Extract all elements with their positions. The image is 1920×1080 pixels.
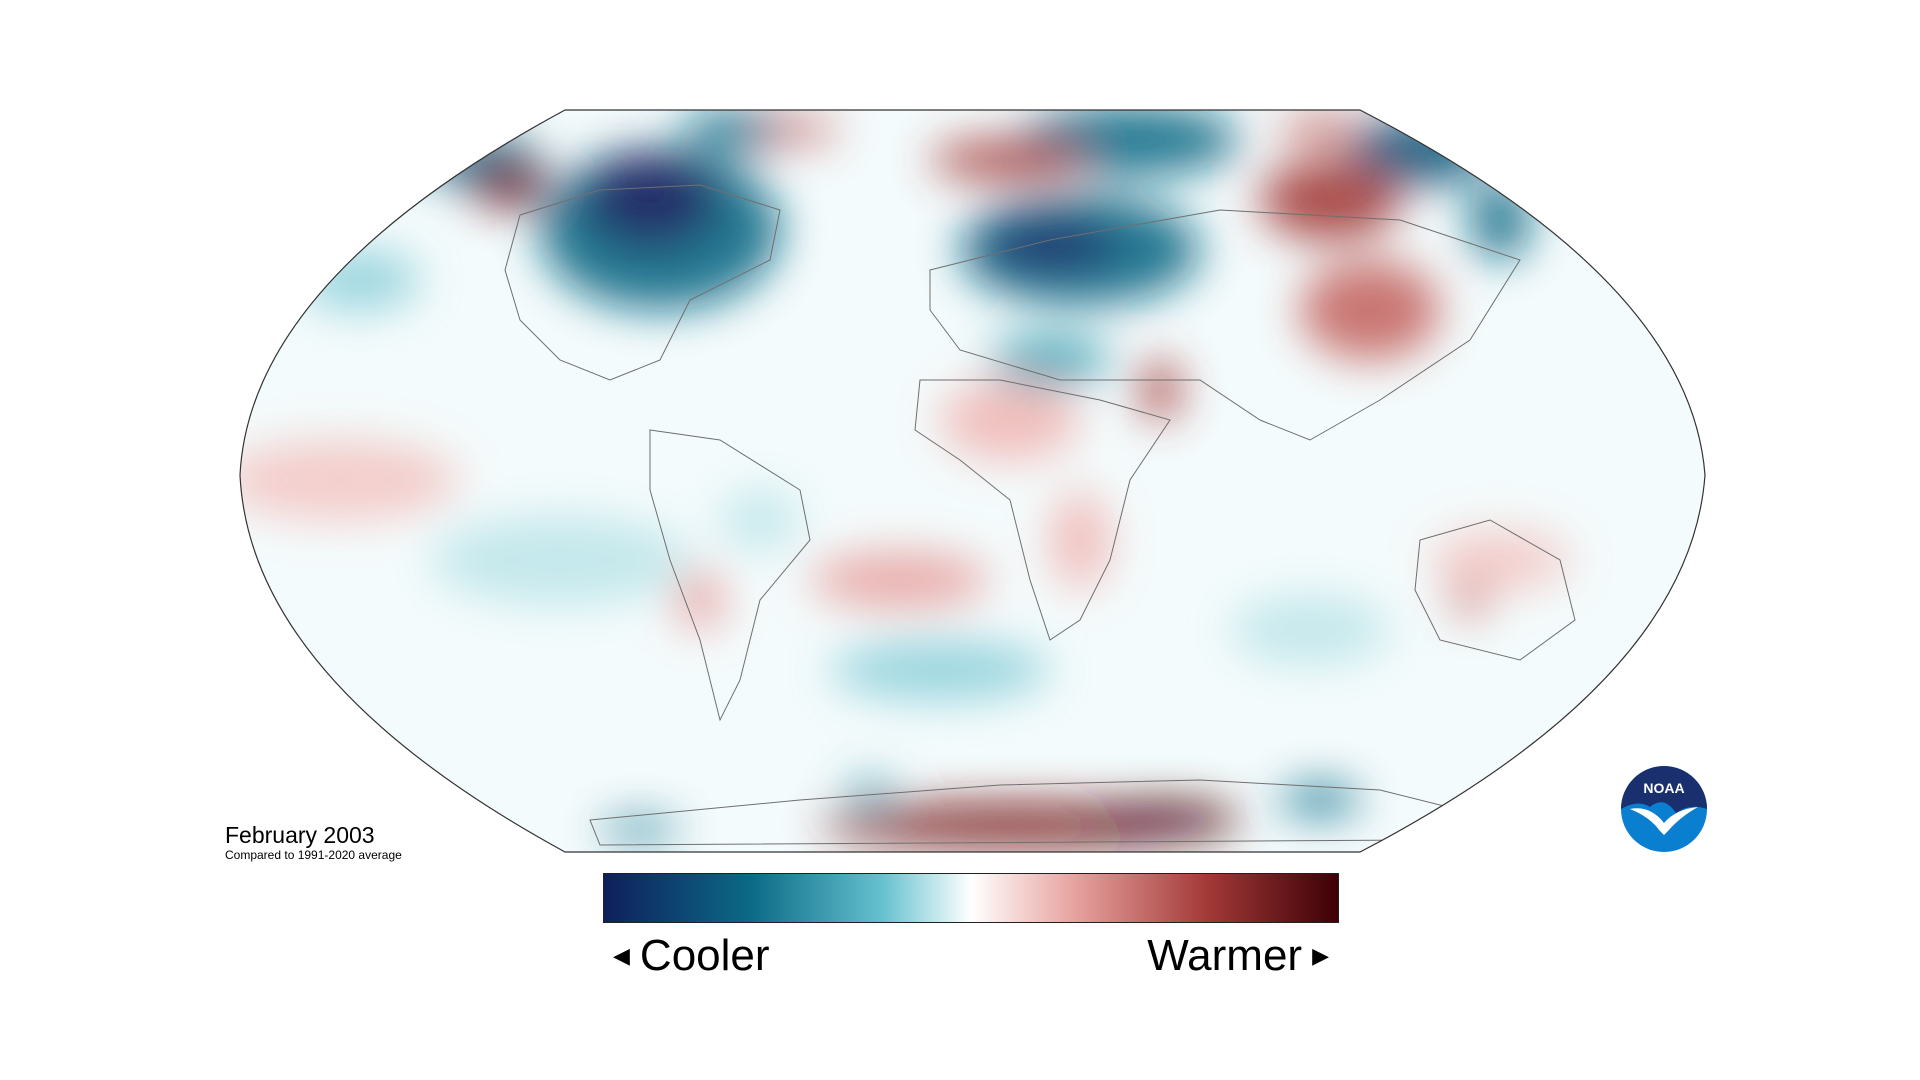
left-arrow-icon: ◀ <box>613 943 630 968</box>
cooler-label: ◀ Cooler <box>603 930 770 982</box>
noaa-logo: NOAA <box>1621 766 1707 852</box>
map-subtitle: Compared to 1991-2020 average <box>225 848 402 862</box>
color-scale-bar <box>603 873 1339 923</box>
anomaly-field <box>240 110 1705 852</box>
coastlines <box>504 184 1576 846</box>
cooler-text: Cooler <box>639 931 770 980</box>
warmer-label: Warmer ▶ <box>1147 930 1339 982</box>
seagull-icon <box>1630 807 1698 835</box>
map-title: February 2003 <box>225 822 375 848</box>
logo-top <box>1621 766 1707 813</box>
right-arrow-icon: ▶ <box>1312 943 1329 968</box>
logo-text: NOAA <box>1643 780 1684 796</box>
map-outline <box>239 109 1706 853</box>
warmer-text: Warmer <box>1147 931 1303 980</box>
